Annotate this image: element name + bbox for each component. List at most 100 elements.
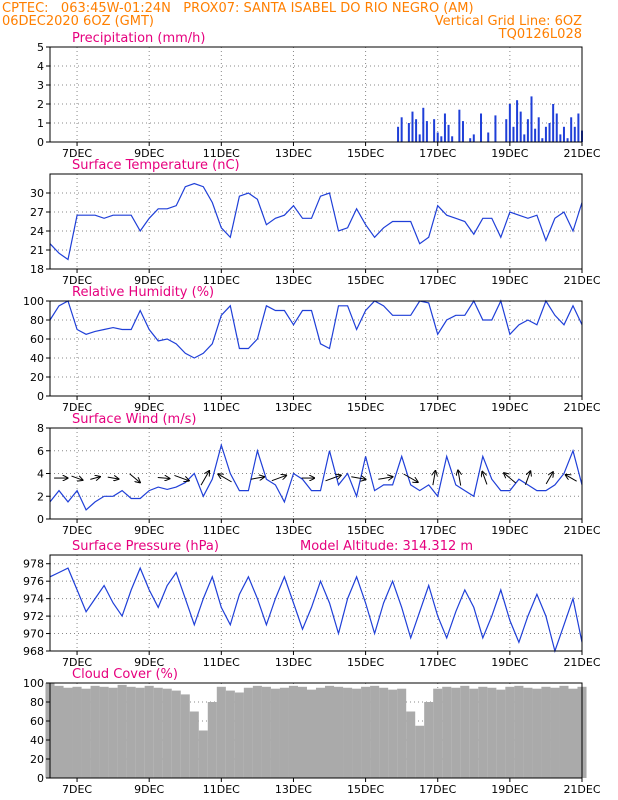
- x-tick-label: 17DEC: [419, 147, 456, 160]
- x-tick-label: 7DEC: [62, 147, 92, 160]
- cloud-bar: [243, 687, 253, 778]
- cloud-bar: [234, 692, 244, 778]
- wind-arrow: [157, 478, 170, 479]
- x-tick-label: 15DEC: [347, 147, 384, 160]
- x-tick-label: 17DEC: [419, 401, 456, 414]
- wind-arrow: [90, 477, 100, 480]
- cloud-bar: [505, 686, 515, 778]
- panel-title: Surface Wind (m/s): [72, 412, 196, 427]
- wind-arrow: [250, 477, 264, 479]
- precip-bar: [397, 126, 400, 142]
- cloud-bar: [72, 686, 82, 778]
- x-tick-label: 11DEC: [203, 401, 240, 414]
- cloud-bar: [550, 687, 560, 778]
- header-station-line: CPTEC: 063:45W-01:24N PROX07: SANTA ISAB…: [2, 1, 474, 16]
- cloud-bar: [324, 685, 335, 778]
- wind-arrow: [107, 477, 119, 479]
- cloud-bar: [288, 685, 298, 778]
- x-tick-label: 19DEC: [491, 524, 528, 537]
- wind-arrow: [458, 471, 461, 486]
- panel-frame: [49, 682, 583, 779]
- cloud-bar: [306, 689, 317, 778]
- precip-bar: [472, 134, 475, 142]
- x-tick-label: 15DEC: [347, 524, 384, 537]
- x-tick-label: 19DEC: [491, 783, 528, 796]
- cloud-bar: [442, 686, 452, 778]
- precip-bar: [573, 126, 576, 142]
- precip-bar: [505, 119, 508, 142]
- cloud-bar: [496, 689, 506, 778]
- x-tick-label: 9DEC: [134, 656, 164, 669]
- y-tick-label: 27: [30, 206, 44, 219]
- cloud-bar: [63, 687, 73, 778]
- y-tick-label: 2: [37, 98, 44, 111]
- cloud-bar: [207, 702, 217, 778]
- x-tick-label: 15DEC: [347, 274, 384, 287]
- cloud-bar: [379, 687, 389, 778]
- precip-bar: [562, 126, 565, 142]
- precip-bar: [544, 126, 547, 142]
- cloud-bar: [54, 685, 64, 778]
- panel-title: Cloud Cover (%): [72, 667, 178, 682]
- wind-arrow: [482, 472, 488, 485]
- x-tick-label: 13DEC: [275, 524, 312, 537]
- precip-bar: [422, 107, 425, 142]
- cloud-bar: [541, 686, 551, 778]
- y-tick-label: 60: [30, 715, 44, 728]
- precip-bar: [555, 113, 558, 142]
- panel-5: 968 970 972 974 976 978 7DEC 9DEC 11DEC 13DEC 15DE…: [23, 539, 601, 669]
- x-tick-label: 13DEC: [275, 401, 312, 414]
- y-tick-label: 4: [37, 60, 44, 73]
- x-tick-label: 21DEC: [563, 656, 600, 669]
- x-tick-label: 15DEC: [347, 783, 384, 796]
- x-tick-label: 11DEC: [203, 147, 240, 160]
- x-tick-label: 21DEC: [563, 524, 600, 537]
- cloud-bar: [261, 686, 271, 778]
- cloud-bar: [406, 711, 416, 778]
- cloud-bar: [514, 685, 524, 778]
- precip-bar: [400, 117, 403, 142]
- cloud-bar: [117, 684, 127, 778]
- wind-arrow: [351, 477, 365, 480]
- y-tick-label: 24: [30, 225, 44, 238]
- cloud-bar: [297, 686, 308, 778]
- wind-arrow: [524, 471, 530, 485]
- cloud-bar: [388, 689, 398, 778]
- y-tick-label: 0: [37, 513, 44, 526]
- wind-arrow: [200, 471, 209, 486]
- panel-frame: [49, 46, 583, 143]
- precip-bar: [537, 117, 540, 142]
- x-tick-label: 21DEC: [563, 147, 600, 160]
- y-tick-label: 3: [37, 79, 44, 92]
- precip-bar: [541, 138, 544, 142]
- y-tick-label: 0: [37, 136, 44, 149]
- precip-bar: [559, 134, 562, 142]
- x-tick-label: 7DEC: [62, 524, 92, 537]
- x-tick-label: 17DEC: [419, 274, 456, 287]
- panel-title: Relative Humidity (%): [72, 285, 214, 300]
- panel-3: 0 20 40 60 80 100 7DEC 9DEC 11DEC 13DEC 15DEC 17DEC…: [23, 285, 601, 414]
- y-tick-label: 100: [23, 677, 44, 690]
- cloud-bar: [568, 688, 578, 778]
- precip-bar: [469, 138, 472, 142]
- precip-bar: [418, 134, 421, 142]
- x-tick-label: 7DEC: [62, 274, 92, 287]
- precip-bar: [494, 115, 497, 142]
- y-tick-label: 6: [37, 445, 44, 458]
- precip-bar: [512, 126, 515, 142]
- precip-bar: [526, 119, 529, 142]
- cloud-bar: [279, 687, 289, 778]
- cloud-bar: [523, 687, 533, 778]
- cloud-bar: [171, 690, 181, 778]
- y-tick-label: 20: [30, 371, 44, 384]
- y-tick-label: 40: [30, 734, 44, 747]
- x-tick-label: 13DEC: [275, 783, 312, 796]
- y-tick-label: 1: [37, 117, 44, 130]
- y-tick-label: 5: [37, 41, 44, 54]
- precip-bar: [458, 109, 461, 142]
- x-tick-label: 11DEC: [203, 656, 240, 669]
- x-tick-label: 19DEC: [491, 401, 528, 414]
- cloud-bar: [433, 688, 443, 778]
- panel-frame: [49, 173, 583, 270]
